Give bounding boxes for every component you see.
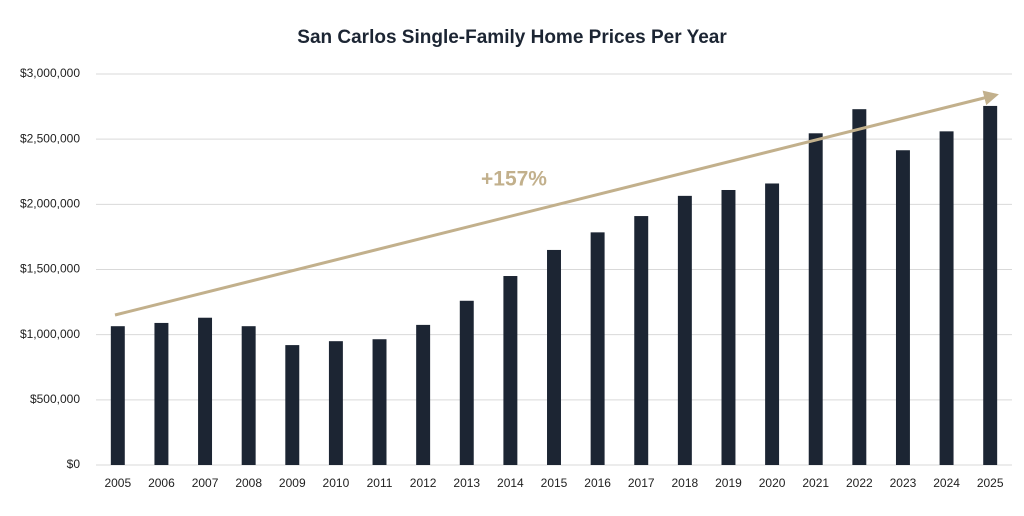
plot-area: $0 $500,000 $1,000,000 $1,500,000 $2,000,000… [20, 66, 1012, 490]
bar [634, 216, 649, 465]
y-tick-label: $1,000,000 [20, 327, 80, 341]
x-tick-label: 2016 [584, 476, 611, 490]
x-tick-label: 2015 [541, 476, 568, 490]
bar [765, 183, 780, 466]
bar [154, 322, 169, 465]
bar [241, 326, 256, 465]
x-tick-label: 2023 [890, 476, 917, 490]
bar [895, 150, 910, 465]
bar [416, 324, 431, 465]
bar [721, 189, 736, 465]
x-tick-label: 2014 [497, 476, 524, 490]
x-tick-label: 2018 [672, 476, 699, 490]
bar [983, 105, 998, 465]
bar [503, 276, 518, 465]
x-tick-label: 2006 [148, 476, 175, 490]
chart-title: San Carlos Single-Family Home Prices Per… [297, 27, 727, 48]
bar [547, 249, 561, 465]
bar [590, 232, 605, 465]
x-tick-label: 2024 [933, 476, 960, 490]
y-tick-label: $500,000 [30, 392, 80, 406]
x-tick-label: 2009 [279, 476, 306, 490]
x-tick-label: 2008 [235, 476, 262, 490]
y-tick-label: $0 [67, 457, 81, 471]
x-tick-label: 2019 [715, 476, 742, 490]
x-tick-label: 2010 [323, 476, 350, 490]
bar [110, 326, 125, 465]
bar [808, 133, 823, 465]
bar [852, 109, 867, 465]
x-tick-label: 2017 [628, 476, 655, 490]
y-tick-label: $1,500,000 [20, 262, 80, 276]
x-tick-label: 2022 [846, 476, 873, 490]
x-tick-label: 2013 [453, 476, 480, 490]
bar [939, 131, 954, 465]
x-tick-label: 2021 [802, 476, 829, 490]
x-tick-label: 2007 [192, 476, 219, 490]
bar [198, 317, 213, 465]
x-tick-label: 2012 [410, 476, 437, 490]
bar [285, 345, 300, 465]
x-tick-label: 2011 [367, 476, 393, 490]
bar [459, 300, 474, 465]
annotation: +157% [481, 168, 547, 191]
x-tick-label: 2025 [977, 476, 1004, 490]
y-tick-label: $2,500,000 [20, 131, 80, 145]
x-tick-label: 2020 [759, 476, 786, 490]
x-tick-label: 2005 [104, 476, 131, 490]
y-tick-label: $2,000,000 [20, 197, 80, 211]
trend-arrow [114, 90, 999, 317]
bar [372, 339, 387, 465]
bar [677, 195, 692, 465]
bar [328, 341, 343, 465]
y-tick-label: $3,000,000 [20, 66, 80, 80]
